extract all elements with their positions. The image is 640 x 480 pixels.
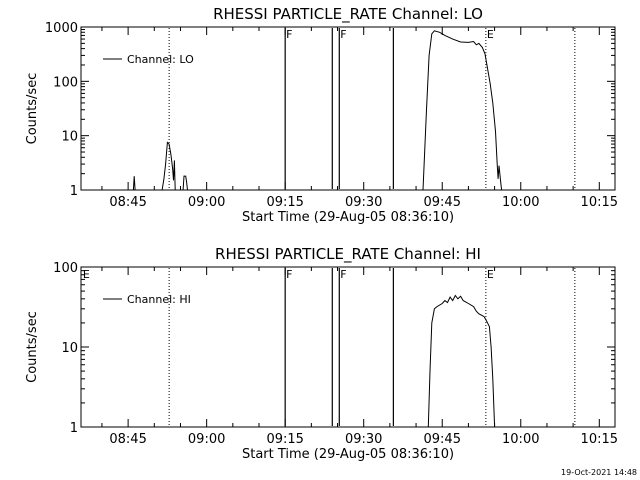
x-tick-label: 09:00: [188, 195, 225, 210]
print-timestamp: 19-Oct-2021 14:48: [561, 468, 637, 477]
x-tick-label: 09:00: [188, 432, 225, 447]
x-axis-label: Start Time (29-Aug-05 08:36:10): [242, 210, 454, 225]
series-line: [132, 30, 503, 191]
x-tick-label: 10:00: [502, 195, 539, 210]
y-tick-label: 100: [53, 261, 78, 276]
x-tick-label: 09:45: [424, 432, 461, 447]
flag-label: F: [340, 268, 346, 281]
lo-channel-panel: RHESSI PARTICLE_RATE Channel: LO 08:45 09:…: [25, 5, 618, 225]
y-tick-label: 10: [61, 341, 78, 356]
flag-label: F: [286, 28, 292, 41]
chart-title: RHESSI PARTICLE_RATE Channel: LO: [213, 5, 483, 24]
legend-entry: Channel: HI: [127, 293, 191, 306]
x-tick-label: 09:15: [266, 432, 303, 447]
x-tick-label: 09:30: [345, 432, 382, 447]
x-tick-label: 09:15: [266, 195, 303, 210]
chart-title: RHESSI PARTICLE_RATE Channel: HI: [215, 245, 481, 264]
legend-entry: Channel: LO: [127, 53, 194, 66]
plot-frame: [80, 26, 616, 191]
y-tick-label: 1: [70, 421, 78, 436]
y-tick-label: 1: [70, 184, 78, 199]
x-tick-label: 10:00: [502, 432, 539, 447]
flag-label: F: [340, 28, 346, 41]
y-axis-label: Counts/sec: [25, 73, 40, 145]
series-line: [427, 294, 496, 428]
x-tick-label: 09:45: [424, 195, 461, 210]
y-tick-label: 1000: [45, 21, 78, 36]
flag-label: E: [487, 268, 494, 281]
y-tick-label: 100: [53, 75, 78, 90]
flag-label: E: [487, 28, 494, 41]
x-tick-label: 08:45: [109, 195, 146, 210]
plot-frame: [80, 266, 616, 428]
x-tick-label: 08:45: [109, 432, 146, 447]
flag-label: F: [286, 268, 292, 281]
x-tick-label: 09:30: [345, 195, 382, 210]
flag-label: E: [83, 268, 90, 281]
y-tick-label: 10: [61, 130, 78, 145]
hi-channel-panel: RHESSI PARTICLE_RATE Channel: HI 08:45 09:…: [25, 245, 618, 462]
x-tick-label: 10:15: [581, 195, 618, 210]
x-axis-label: Start Time (29-Aug-05 08:36:10): [242, 447, 454, 462]
x-tick-label: 10:15: [581, 432, 618, 447]
y-axis-label: Counts/sec: [25, 311, 40, 383]
